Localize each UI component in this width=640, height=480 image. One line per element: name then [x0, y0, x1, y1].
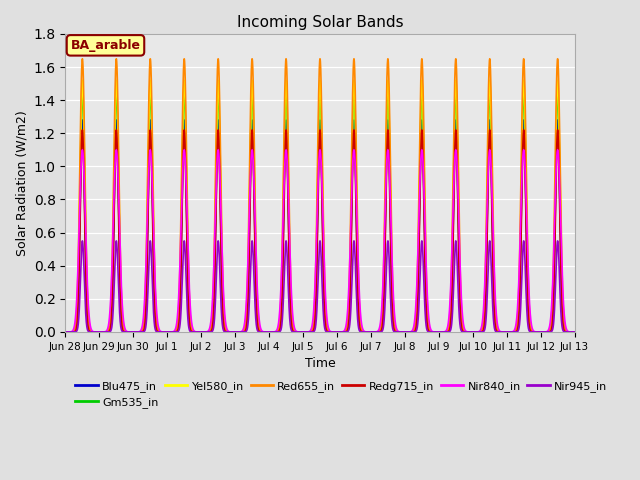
Text: BA_arable: BA_arable: [70, 39, 141, 52]
Title: Incoming Solar Bands: Incoming Solar Bands: [237, 15, 403, 30]
Y-axis label: Solar Radiation (W/m2): Solar Radiation (W/m2): [15, 110, 28, 256]
Legend: Blu475_in, Gm535_in, Yel580_in, Red655_in, Redg715_in, Nir840_in, Nir945_in: Blu475_in, Gm535_in, Yel580_in, Red655_i…: [71, 376, 612, 412]
X-axis label: Time: Time: [305, 357, 335, 370]
